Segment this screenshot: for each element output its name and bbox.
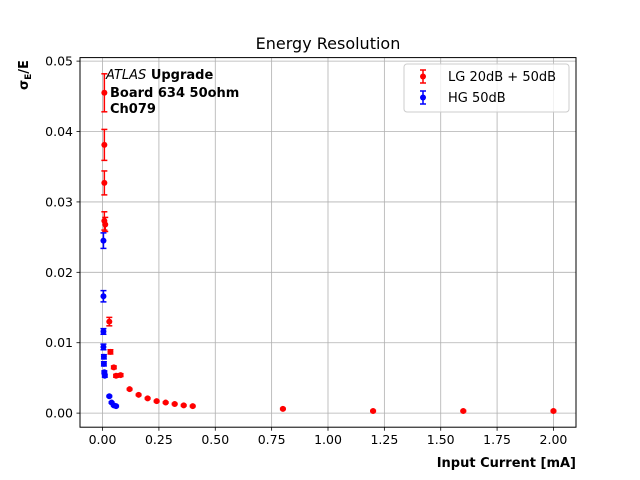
data-point	[101, 89, 108, 96]
annotation-line1: ATLAS Upgrade	[105, 68, 213, 83]
legend-box	[403, 63, 570, 113]
x-tick-label: 0.75	[258, 432, 286, 447]
x-tick-label: 1.00	[314, 432, 342, 447]
x-tick-label: 1.50	[427, 432, 455, 447]
x-tick-label: 2.00	[540, 432, 568, 447]
x-tick-label: 0.25	[145, 432, 173, 447]
data-point	[100, 353, 107, 360]
data-point	[101, 179, 108, 186]
y-tick-label: 0.00	[45, 406, 73, 421]
data-point	[113, 372, 120, 379]
data-layer	[100, 73, 557, 415]
data-point	[162, 399, 169, 406]
legend-lg-marker	[420, 73, 426, 80]
y-tick-label: 0.04	[45, 124, 73, 139]
data-point	[113, 403, 120, 410]
annotation-line2: Board 634 50ohm	[110, 86, 239, 101]
data-point	[279, 405, 286, 412]
x-tick-label: 1.25	[370, 432, 398, 447]
y-tick-label: 0.03	[45, 194, 73, 209]
data-point	[101, 372, 108, 379]
x-tick-label: 0.50	[201, 432, 229, 447]
data-point	[100, 360, 107, 367]
data-point	[101, 141, 108, 148]
annotation-upgrade: Upgrade	[151, 68, 214, 83]
data-point	[144, 395, 151, 402]
ticks: 0.00 0.25 0.50 0.75 1.00 1.25 1.50 1.75 2.00 0.00…	[45, 54, 567, 448]
data-point	[135, 391, 142, 398]
x-tick-label: 0.00	[89, 432, 117, 447]
y-tick-label: 0.05	[45, 54, 73, 69]
annotation-atlas: ATLAS	[105, 68, 146, 83]
data-point	[153, 398, 160, 405]
x-axis-label: Input Current [mA]	[437, 456, 576, 471]
data-point	[100, 293, 107, 300]
legend: LG 20dB + 50dB HG 50dB	[403, 63, 570, 113]
y-axis-label-tail: /E	[17, 60, 32, 74]
data-point	[102, 221, 109, 228]
data-point	[106, 393, 113, 400]
y-axis-label-sigma: σ	[17, 80, 32, 90]
data-point	[126, 386, 133, 393]
y-axis-label-sub: E	[24, 74, 34, 80]
chart-title: Energy Resolution	[256, 34, 401, 53]
data-point	[550, 408, 557, 415]
annotation-line3: Ch079	[110, 102, 156, 117]
data-point	[180, 402, 187, 409]
y-tick-label: 0.02	[45, 265, 73, 280]
data-point	[100, 328, 107, 335]
data-point	[110, 364, 117, 371]
atlas-annotation: ATLAS Upgrade Board 634 50ohm Ch079	[105, 68, 239, 117]
data-point	[107, 348, 114, 355]
y-tick-label: 0.01	[45, 335, 73, 350]
legend-lg-label: LG 20dB + 50dB	[448, 70, 556, 85]
series-lg	[101, 73, 557, 415]
data-point	[460, 408, 467, 415]
data-point	[171, 400, 178, 407]
data-point	[100, 237, 107, 244]
data-point	[106, 318, 113, 325]
data-point	[370, 408, 377, 415]
legend-hg-marker	[420, 94, 426, 101]
data-point	[117, 372, 124, 379]
data-point	[189, 403, 196, 410]
legend-hg-label: HG 50dB	[448, 91, 506, 106]
grid	[80, 57, 576, 428]
x-tick-label: 1.75	[483, 432, 511, 447]
series-hg	[100, 232, 120, 410]
y-axis-label: σE/E	[17, 60, 34, 90]
data-point	[100, 343, 107, 350]
